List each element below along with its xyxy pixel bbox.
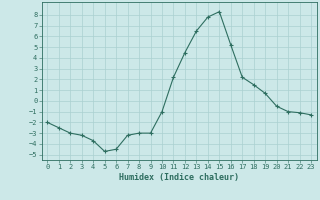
X-axis label: Humidex (Indice chaleur): Humidex (Indice chaleur): [119, 173, 239, 182]
